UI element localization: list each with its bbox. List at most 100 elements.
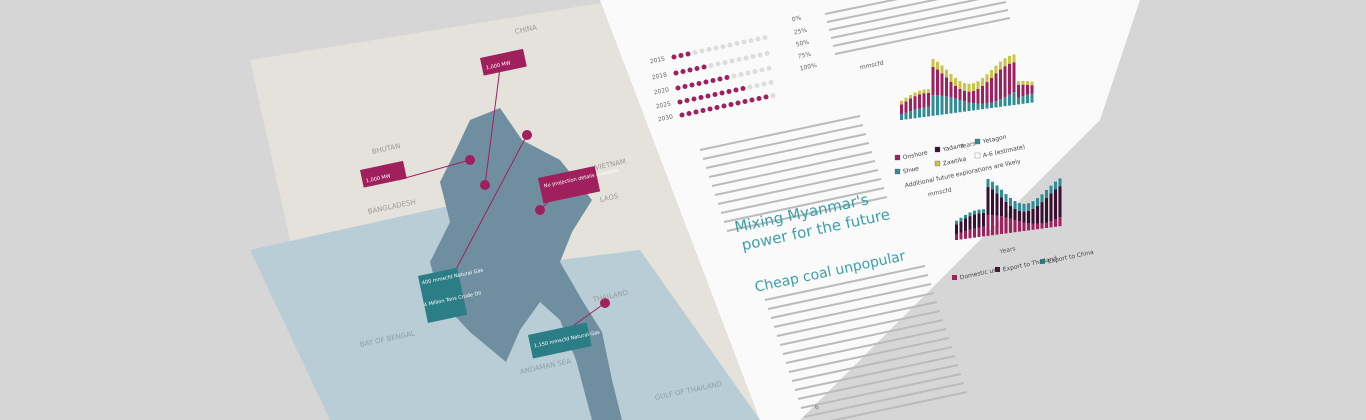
person-icon xyxy=(743,55,749,61)
chart-bar xyxy=(1008,94,1011,106)
text-line xyxy=(782,319,944,355)
person-icon xyxy=(736,57,742,62)
text-line xyxy=(794,355,956,391)
chart-bar xyxy=(1022,211,1026,223)
text-line xyxy=(832,9,1009,47)
person-icon xyxy=(727,42,733,48)
person-icon xyxy=(710,78,716,83)
chart-bar xyxy=(994,65,998,74)
chart-bar xyxy=(968,216,972,230)
chart-bar xyxy=(986,186,990,216)
legend-swatch xyxy=(974,152,981,159)
person-icon xyxy=(761,81,767,87)
chart-bar xyxy=(922,89,926,94)
text-line xyxy=(708,142,870,178)
person-icon xyxy=(721,103,727,109)
chart-bar xyxy=(1017,81,1020,85)
person-icon xyxy=(734,41,740,46)
callout-dot xyxy=(600,298,610,308)
chart-bar xyxy=(964,231,967,239)
person-icon xyxy=(757,52,763,58)
chart-bar xyxy=(973,214,976,229)
chart-bar xyxy=(909,111,912,119)
chart-bar xyxy=(994,101,998,108)
text-line xyxy=(764,265,926,301)
chart-bar xyxy=(982,226,985,237)
text-line xyxy=(788,337,950,373)
person-icon xyxy=(673,70,679,76)
callout-box xyxy=(538,165,601,204)
figure-year: 2018 xyxy=(651,71,668,81)
chart-bar xyxy=(904,112,908,120)
person-icon xyxy=(680,69,686,74)
text-line xyxy=(711,151,873,187)
person-icon xyxy=(728,102,734,107)
chart-bar xyxy=(904,97,908,102)
chart-bar xyxy=(994,73,998,102)
chart-bar xyxy=(1013,208,1017,221)
percent-tick: 75% xyxy=(797,51,812,61)
chart-bar xyxy=(1040,202,1044,224)
chart-bar xyxy=(1049,185,1053,194)
chart-bar xyxy=(958,81,962,89)
person-icon xyxy=(705,93,711,99)
person-icon xyxy=(729,58,735,64)
person-icon xyxy=(756,96,762,101)
chart-bar xyxy=(1049,221,1053,228)
person-icon xyxy=(770,93,776,98)
chart-bar xyxy=(940,65,944,74)
chart-bar xyxy=(991,215,994,236)
callout-box xyxy=(360,160,407,188)
chart-bar xyxy=(922,93,926,108)
person-icon xyxy=(703,79,709,85)
person-icon xyxy=(678,53,684,58)
person-icon xyxy=(706,47,712,52)
page-number: 6 xyxy=(814,404,819,412)
chart-bar xyxy=(922,107,926,117)
chart-bar xyxy=(1018,203,1021,211)
person-icon xyxy=(738,72,744,77)
chart-bar xyxy=(959,217,963,222)
chart-bar xyxy=(1004,194,1008,202)
person-icon xyxy=(735,100,741,106)
person-icon xyxy=(745,70,751,76)
chart-bar xyxy=(1021,96,1025,104)
figure-year: 2015 xyxy=(649,55,666,65)
chart-bar xyxy=(954,85,957,99)
person-icon xyxy=(700,108,706,113)
chart-bar xyxy=(986,215,990,236)
chart-bar xyxy=(959,232,963,240)
person-icon xyxy=(677,99,683,105)
chart-bar xyxy=(936,95,939,116)
chart-bar xyxy=(1008,55,1011,64)
text-line xyxy=(803,382,965,418)
chart-bar xyxy=(936,69,939,96)
chart-bar xyxy=(1012,54,1016,63)
person-icon xyxy=(726,89,732,94)
chart-bar xyxy=(927,106,930,117)
person-icon xyxy=(722,60,728,65)
person-icon xyxy=(748,38,754,43)
chart-bar xyxy=(976,103,980,110)
text-line xyxy=(785,328,947,364)
legend-label: Shwe xyxy=(902,165,920,175)
text-line xyxy=(726,196,888,232)
text-line xyxy=(770,283,932,319)
chart-bar xyxy=(1013,201,1017,209)
text-line xyxy=(828,0,980,31)
callout-box xyxy=(528,322,592,359)
person-icon xyxy=(693,109,699,115)
text-line xyxy=(830,391,968,420)
chart-bar xyxy=(945,77,948,97)
chart-bar xyxy=(1022,203,1026,212)
callout-box xyxy=(418,267,468,323)
chart-bar xyxy=(990,69,993,78)
text-line xyxy=(767,274,929,310)
chart-bar xyxy=(999,99,1002,107)
axis-label: Years xyxy=(998,245,1016,255)
chart-bar xyxy=(964,214,967,219)
chart-bar xyxy=(1054,181,1057,190)
text-line xyxy=(773,292,935,328)
chart-bar xyxy=(1003,97,1007,107)
